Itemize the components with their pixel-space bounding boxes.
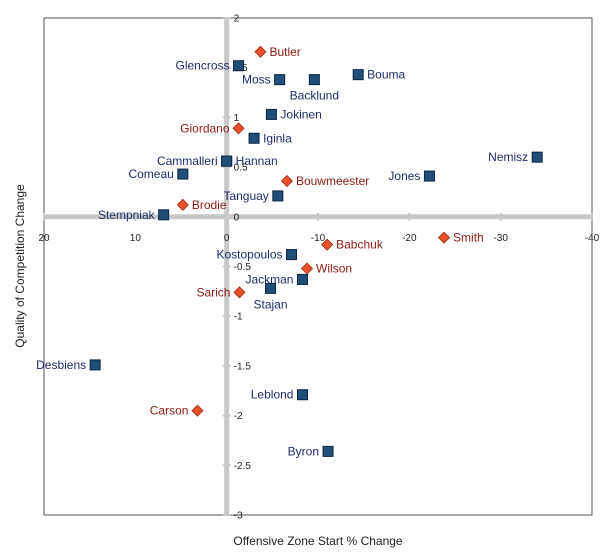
label-stempniak: Stempniak bbox=[98, 208, 156, 222]
point-stajan bbox=[265, 282, 277, 294]
label-smith: Smith bbox=[453, 231, 484, 245]
point-byron bbox=[322, 445, 334, 457]
label-bouma: Bouma bbox=[367, 68, 405, 82]
x-tick-label: -40 bbox=[585, 233, 600, 244]
label-nemisz: Nemisz bbox=[488, 150, 528, 164]
y-tick-label: 0 bbox=[234, 212, 240, 223]
label-sarich: Sarich bbox=[196, 285, 230, 299]
label-moss: Moss bbox=[242, 73, 271, 87]
y-tick-label: -1.5 bbox=[234, 361, 252, 372]
label-desbiens: Desbiens bbox=[36, 358, 86, 372]
label-leblond: Leblond bbox=[251, 388, 294, 402]
point-sarich bbox=[233, 286, 246, 299]
point-giordano bbox=[232, 122, 245, 135]
point-kostopoulos bbox=[286, 249, 298, 261]
label-babchuk: Babchuk bbox=[336, 238, 384, 252]
y-tick-label: -3 bbox=[234, 511, 243, 522]
y-tick-label: 1 bbox=[234, 113, 240, 124]
label-butler: Butler bbox=[269, 45, 300, 59]
label-comeau: Comeau bbox=[128, 167, 173, 181]
y-tick-label: -2.5 bbox=[234, 461, 252, 472]
point-stempniak bbox=[158, 209, 170, 221]
label-stajan: Stajan bbox=[253, 297, 287, 311]
x-tick-label: 20 bbox=[38, 233, 50, 244]
point-glencross bbox=[233, 60, 245, 72]
y-tick-label: -1 bbox=[234, 312, 243, 323]
point-jackman bbox=[296, 273, 308, 285]
point-carson bbox=[191, 404, 204, 417]
x-tick-label: -30 bbox=[493, 233, 508, 244]
label-cammalleri: Cammalleri bbox=[157, 154, 218, 168]
x-axis-title: Offensive Zone Start % Change bbox=[233, 534, 403, 548]
label-kostopoulos: Kostopoulos bbox=[216, 248, 282, 262]
point-desbiens bbox=[89, 359, 101, 371]
label-glencross: Glencross bbox=[176, 59, 230, 73]
point-babchuk bbox=[321, 238, 334, 251]
label-carson: Carson bbox=[150, 404, 189, 418]
y-axis-title: Quality of Competition Change bbox=[13, 184, 27, 348]
point-iginla bbox=[248, 132, 260, 144]
x-tick-label: -10 bbox=[311, 233, 326, 244]
label-hannan: Hannan bbox=[236, 154, 278, 168]
x-tick-label: 10 bbox=[130, 233, 142, 244]
point-tanguay bbox=[272, 190, 284, 202]
label-bouwmeester: Bouwmeester bbox=[296, 174, 369, 188]
label-byron: Byron bbox=[288, 444, 319, 458]
point-moss bbox=[274, 74, 286, 86]
label-jokinen: Jokinen bbox=[280, 107, 321, 121]
x-tick-label: 0 bbox=[224, 233, 230, 244]
point-hannan bbox=[221, 155, 233, 167]
point-jokinen bbox=[265, 108, 277, 120]
label-jackman: Jackman bbox=[245, 272, 293, 286]
label-giordano: Giordano bbox=[180, 121, 230, 135]
label-wilson: Wilson bbox=[316, 261, 352, 275]
y-tick-label: -0.5 bbox=[234, 262, 252, 273]
point-brodie bbox=[176, 198, 189, 211]
point-wilson bbox=[300, 262, 314, 275]
label-brodie: Brodie bbox=[192, 198, 227, 212]
point-comeau bbox=[177, 168, 189, 180]
point-bouma bbox=[352, 69, 364, 81]
point-nemisz bbox=[531, 151, 543, 163]
point-smith bbox=[437, 231, 451, 244]
point-leblond bbox=[296, 389, 308, 401]
y-tick-label: 2 bbox=[234, 14, 240, 25]
point-butler bbox=[254, 45, 267, 58]
point-jones bbox=[423, 170, 435, 182]
y-tick-label: -2 bbox=[234, 411, 243, 422]
label-iginla: Iginla bbox=[263, 131, 292, 145]
label-tanguay: Tanguay bbox=[223, 189, 268, 203]
label-jones: Jones bbox=[388, 169, 420, 183]
y-tick-label: 0.5 bbox=[234, 163, 248, 174]
point-backlund bbox=[308, 74, 320, 86]
point-bouwmeester bbox=[280, 174, 294, 188]
plot-area bbox=[43, 17, 593, 516]
label-backlund: Backlund bbox=[290, 89, 339, 103]
x-tick-label: -20 bbox=[402, 233, 417, 244]
